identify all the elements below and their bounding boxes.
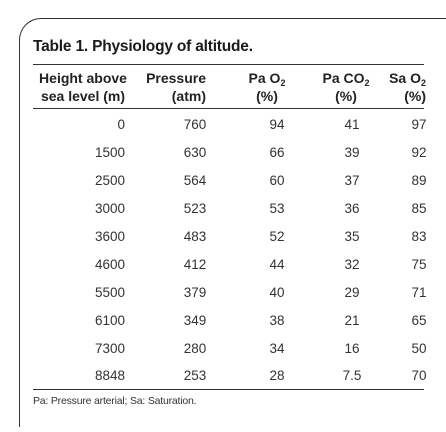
cell-paco2: 41 [344, 117, 360, 132]
cell-height: 7300 [94, 341, 125, 356]
cell-pressure: 280 [183, 341, 207, 356]
cell-sao2: 85 [411, 201, 427, 216]
cell-sao2: 89 [411, 173, 427, 188]
cell-height: 3600 [94, 229, 125, 244]
cell-sao2: 71 [411, 285, 427, 300]
cell-paco2: 16 [344, 341, 360, 356]
cell-pao2: 40 [269, 285, 285, 300]
table-bottom-rule [33, 389, 424, 390]
table-footnote: Pa: Pressure arterial; Sa: Saturation. [33, 395, 197, 407]
cell-sao2: 50 [411, 341, 427, 356]
header-paco2-main: Pa CO [322, 70, 365, 86]
cell-pao2: 52 [269, 229, 285, 244]
cell-paco2: 29 [344, 285, 360, 300]
cell-height: 4600 [94, 257, 125, 272]
cell-height: 6100 [94, 313, 125, 328]
cell-pao2: 66 [269, 145, 285, 160]
table-title: Table 1. Physiology of altitude. [33, 38, 253, 55]
cell-sao2: 83 [411, 229, 427, 244]
cell-pressure: 564 [183, 173, 207, 188]
header-bottom-rule [33, 108, 424, 109]
cell-paco2: 36 [344, 201, 360, 216]
cell-pao2: 38 [269, 313, 285, 328]
cell-paco2: 35 [344, 229, 360, 244]
cell-sao2: 75 [411, 257, 427, 272]
cell-sao2: 97 [411, 117, 427, 132]
header-height-line2: sea level (m) [40, 88, 126, 104]
cell-paco2: 39 [344, 145, 360, 160]
cell-height: 2500 [94, 173, 125, 188]
header-sao2: Sa O2 (%) [368, 69, 426, 105]
cell-height: 0 [117, 117, 125, 132]
cell-sao2: 70 [411, 368, 427, 383]
header-pressure-line1: Pressure [146, 70, 206, 86]
header-pressure-line2: (atm) [171, 88, 206, 104]
table-frame [19, 18, 446, 427]
cell-pao2: 34 [269, 341, 285, 356]
cell-pressure: 349 [183, 313, 207, 328]
cell-pressure: 630 [183, 145, 207, 160]
cell-pressure: 253 [183, 368, 207, 383]
header-pao2-main: Pa O [248, 70, 281, 86]
cell-sao2: 65 [411, 313, 427, 328]
header-paco2: Pa CO2 (%) [309, 69, 383, 105]
cell-pao2: 60 [269, 173, 285, 188]
header-paco2-unit: (%) [335, 88, 357, 104]
cell-pressure: 760 [183, 117, 207, 132]
cell-pao2: 53 [269, 201, 285, 216]
header-pao2-unit: (%) [256, 88, 278, 104]
cell-pao2: 44 [269, 257, 285, 272]
header-height-line1: Height above [39, 70, 127, 86]
cell-sao2: 92 [411, 145, 427, 160]
header-pao2-sub: 2 [280, 78, 286, 88]
header-pao2-line1: Pa O2 [235, 69, 299, 88]
cell-paco2: 7.5 [342, 368, 362, 383]
cell-pao2: 94 [269, 117, 285, 132]
header-sao2-sub: 2 [420, 78, 426, 88]
header-sao2-line1: Sa O2 [368, 69, 426, 88]
header-paco2-line1: Pa CO2 [309, 69, 383, 88]
header-pao2: Pa O2 (%) [235, 69, 299, 105]
header-pressure: Pressure (atm) [130, 69, 206, 105]
header-sao2-unit: (%) [404, 88, 426, 104]
header-height: Height above sea level (m) [33, 69, 133, 105]
cell-paco2: 32 [344, 257, 360, 272]
cell-pao2: 28 [269, 368, 285, 383]
header-sao2-main: Sa O [389, 70, 421, 86]
header-top-rule [33, 64, 424, 65]
cell-height: 5500 [94, 285, 125, 300]
header-paco2-sub: 2 [364, 78, 370, 88]
cell-height: 8848 [94, 368, 125, 383]
cell-paco2: 37 [344, 173, 360, 188]
cell-pressure: 379 [183, 285, 207, 300]
cell-height: 1500 [94, 145, 125, 160]
cell-pressure: 523 [183, 201, 207, 216]
cell-paco2: 21 [344, 313, 360, 328]
cell-pressure: 412 [183, 257, 207, 272]
cell-pressure: 483 [183, 229, 207, 244]
cell-height: 3000 [94, 201, 125, 216]
